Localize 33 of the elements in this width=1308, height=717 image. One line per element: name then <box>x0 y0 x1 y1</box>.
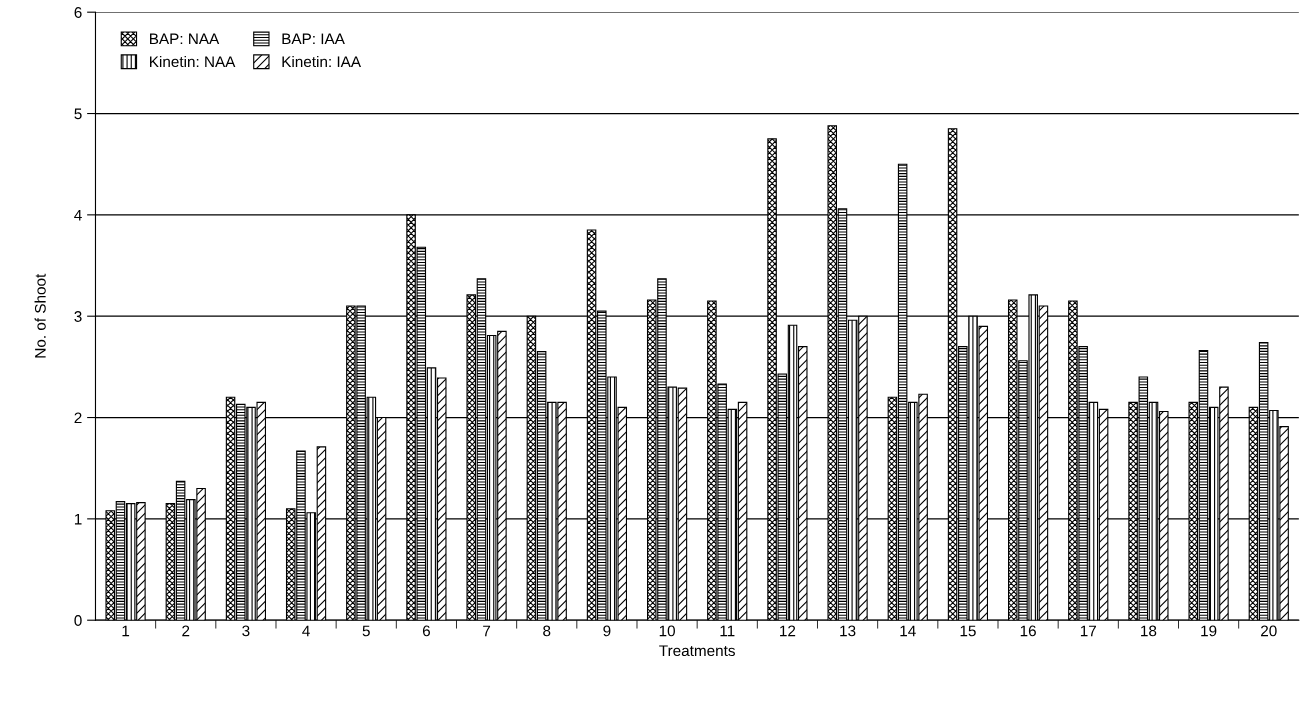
x-tick-label: 12 <box>780 625 796 637</box>
y-tick-label: 1 <box>74 513 82 525</box>
x-tick-label: 16 <box>1020 625 1036 637</box>
y-axis-title: No. of Shoot <box>34 273 46 358</box>
x-tick-label: 18 <box>1141 625 1157 637</box>
legend-label: Kinetin: NAA <box>150 55 236 68</box>
x-tick-label: 10 <box>659 625 675 637</box>
y-tick-label: 4 <box>74 209 82 221</box>
x-tick-label: 1 <box>122 625 130 637</box>
x-tick-label: 5 <box>362 625 370 637</box>
x-tick-label: 3 <box>242 625 250 637</box>
x-tick-label: 6 <box>422 625 430 637</box>
x-tick-label: 15 <box>960 625 976 637</box>
x-tick-label: 17 <box>1080 625 1096 637</box>
x-tick-label: 4 <box>302 625 310 637</box>
legend-label: BAP: IAA <box>282 33 345 45</box>
x-axis-title: Treatments <box>659 645 735 657</box>
legend-label: Kinetin: IAA <box>282 55 362 68</box>
x-tick-label: 19 <box>1201 625 1217 637</box>
y-tick-label: 6 <box>74 7 82 18</box>
x-tick-label: 11 <box>720 625 735 637</box>
x-tick-label: 2 <box>182 625 190 637</box>
y-tick-label: 5 <box>74 108 82 120</box>
legend-label: BAP: NAA <box>150 33 220 45</box>
x-tick-label: 8 <box>543 625 551 637</box>
x-tick-label: 13 <box>840 625 856 637</box>
x-tick-label: 14 <box>900 625 916 637</box>
x-tick-label: 20 <box>1261 625 1277 637</box>
y-tick-label: 3 <box>74 311 82 322</box>
x-tick-label: 9 <box>603 625 611 637</box>
y-tick-label: 2 <box>74 412 82 424</box>
x-tick-label: 7 <box>483 625 491 637</box>
y-tick-label: 0 <box>74 615 82 626</box>
